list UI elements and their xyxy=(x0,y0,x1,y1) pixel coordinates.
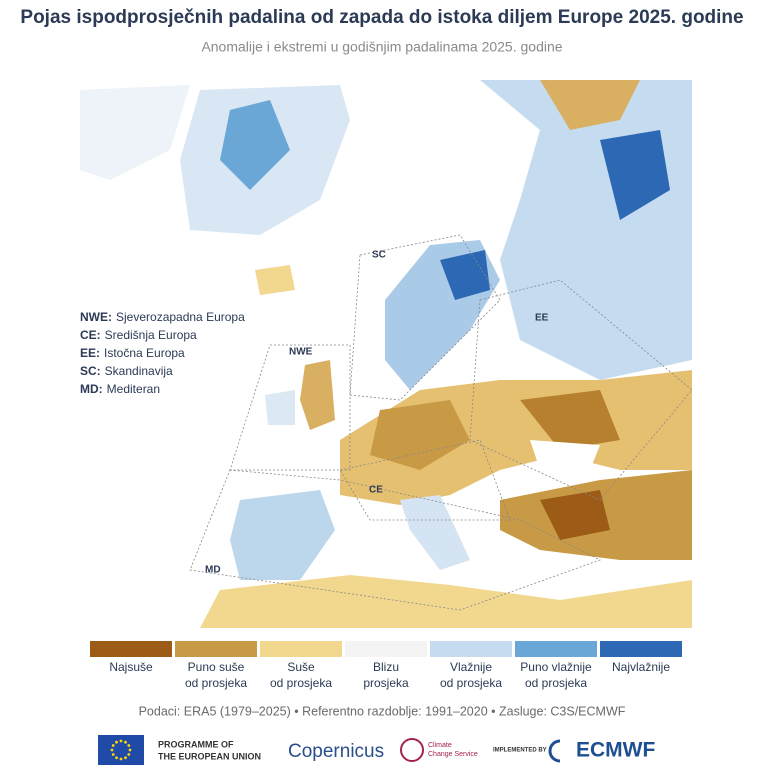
region-name: Skandinavija xyxy=(105,364,173,378)
legend-swatch xyxy=(430,641,512,657)
region-name: Istočna Europa xyxy=(104,346,185,360)
eu-star xyxy=(119,757,123,761)
map-region-label: CE xyxy=(369,485,383,496)
map xyxy=(80,80,693,628)
region-name: Mediteran xyxy=(107,382,160,396)
region-name: Sjeverozapadna Europa xyxy=(116,310,245,324)
region-box-nwe xyxy=(229,344,351,471)
region-box-ee xyxy=(469,279,693,501)
legend-swatch xyxy=(90,641,172,657)
legend-label: Puno vlažnije xyxy=(520,660,592,674)
region-name: Središnja Europa xyxy=(105,328,197,342)
eu-star xyxy=(124,740,127,744)
ireland xyxy=(265,390,295,425)
eu-text: THE EUROPEAN UNION xyxy=(158,751,261,761)
central-dry xyxy=(370,400,470,470)
legend-label: Puno suše xyxy=(188,660,245,674)
region-key: MD: xyxy=(80,382,103,396)
eu-star xyxy=(127,744,131,747)
russia-wettest xyxy=(600,130,670,220)
region-box-ce xyxy=(339,439,511,521)
region-key: NWE: xyxy=(80,310,112,324)
legend-label: Suše xyxy=(287,660,315,674)
region-key: CE: xyxy=(80,328,101,342)
legend-label: Blizu xyxy=(373,660,399,674)
legend-label: Vlažnije xyxy=(450,660,492,674)
legend-label: Najvlažnije xyxy=(612,660,670,674)
legend-label: Najsuše xyxy=(109,660,153,674)
map-region-label: MD xyxy=(205,565,221,576)
ecmwf-mark xyxy=(548,739,561,763)
black-sea xyxy=(530,440,600,470)
eu-text: PROGRAMME OF xyxy=(158,739,234,749)
title: Pojas ispodprosječnih padalina od zapada… xyxy=(20,7,743,28)
c3s-text: Change Service xyxy=(428,751,478,758)
turkey-driest xyxy=(540,490,610,540)
eu-star xyxy=(115,756,118,760)
eu-star xyxy=(127,753,131,756)
legend-swatch xyxy=(515,641,597,657)
map-region-label: EE xyxy=(535,313,549,324)
iberia xyxy=(230,490,335,580)
legend-label: prosjeka xyxy=(363,676,409,690)
eu-star xyxy=(128,748,132,752)
subtitle: Anomalije i ekstremi u godišnjim padalin… xyxy=(201,39,562,55)
italy-balkans xyxy=(400,495,470,570)
credits: Podaci: ERA5 (1979–2025) • Referentno ra… xyxy=(139,704,626,718)
eu-star xyxy=(115,740,118,744)
legend-label: od prosjeka xyxy=(270,676,332,690)
legend-label: od prosjeka xyxy=(185,676,247,690)
region-key: EE: xyxy=(80,346,100,360)
north-africa xyxy=(200,575,692,628)
legend-swatch xyxy=(175,641,257,657)
legend-label: od prosjeka xyxy=(525,676,587,690)
eu-flag xyxy=(98,735,144,765)
eu-star xyxy=(119,739,123,743)
eu-star xyxy=(111,753,115,756)
legend-swatch xyxy=(600,641,682,657)
ukraine-dry xyxy=(520,390,620,450)
map-region-label: NWE xyxy=(289,347,313,358)
region-key: SC: xyxy=(80,364,101,378)
region-box-sc xyxy=(349,234,501,401)
norway-wet xyxy=(440,250,490,300)
implemented-by: IMPLEMENTED BY xyxy=(493,748,547,754)
copernicus-logo: Copernicus xyxy=(288,741,384,762)
russia-dry xyxy=(540,80,640,130)
c3s-text: Climate xyxy=(428,742,452,749)
eu-star xyxy=(111,744,115,747)
eu-star xyxy=(110,748,114,752)
arctic-islands xyxy=(80,85,190,180)
map-region-label: SC xyxy=(372,250,386,261)
c3s-mark xyxy=(400,738,424,762)
legend-swatch xyxy=(260,641,342,657)
iceland xyxy=(255,265,295,295)
legend-swatch xyxy=(345,641,427,657)
eu-star xyxy=(124,756,127,760)
greenland-wet xyxy=(220,100,290,190)
britain xyxy=(300,360,335,430)
region-box-md xyxy=(189,469,602,611)
legend-label: od prosjeka xyxy=(440,676,502,690)
ecmwf-logo: ECMWF xyxy=(576,739,655,762)
